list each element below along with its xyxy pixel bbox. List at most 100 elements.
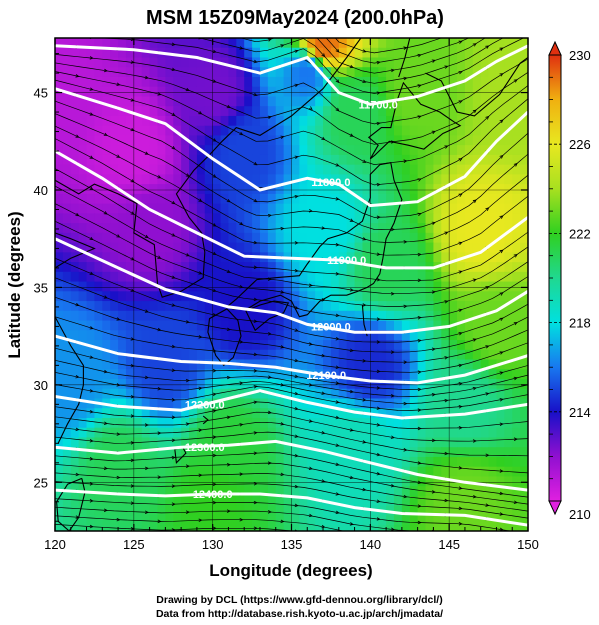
wind-arrowhead	[280, 290, 285, 294]
field-cell	[212, 203, 222, 214]
field-cell	[464, 203, 474, 214]
field-cell	[401, 525, 411, 531]
field-cell	[480, 106, 490, 117]
field-cell	[496, 330, 505, 341]
field-cell	[362, 495, 371, 507]
field-cell	[110, 76, 119, 88]
field-cell	[386, 57, 395, 68]
field-cell	[212, 193, 222, 205]
field-cell	[347, 535, 355, 545]
plot-area: 11700.011800.011900.012000.012100.012200…	[34, 37, 539, 552]
wind-arrowhead	[226, 415, 231, 420]
field-cell	[425, 242, 434, 253]
field-cell	[55, 223, 64, 234]
field-cell	[488, 193, 498, 205]
field-cell	[480, 398, 490, 409]
field-cell	[228, 408, 237, 419]
field-cell	[480, 359, 490, 370]
field-cell	[78, 135, 88, 146]
wind-arrowhead	[212, 223, 217, 227]
field-cell	[267, 115, 277, 127]
field-cell	[520, 86, 528, 98]
field-cell	[425, 301, 434, 312]
field-cell	[125, 164, 135, 175]
wind-arrowhead	[376, 406, 381, 410]
field-cell	[110, 408, 119, 419]
field-cell	[346, 125, 356, 137]
wind-arrowhead	[212, 288, 217, 292]
field-cell	[267, 330, 277, 341]
field-cell	[401, 223, 411, 234]
field-cell	[512, 76, 521, 88]
wind-arrowhead	[362, 440, 367, 444]
field-cell	[354, 125, 364, 137]
field-cell	[118, 320, 127, 331]
field-cell	[464, 38, 474, 49]
field-cell	[307, 38, 316, 49]
field-cell	[480, 174, 490, 185]
field-cell	[275, 456, 285, 468]
field-cell	[441, 242, 450, 253]
field-cell	[110, 154, 119, 166]
field-cell	[433, 330, 442, 341]
field-cell	[220, 447, 230, 458]
field-cell	[141, 456, 151, 468]
field-cell	[512, 447, 521, 458]
field-cell	[228, 486, 237, 497]
coastline-segment	[207, 308, 242, 367]
field-cell	[457, 525, 466, 531]
field-cell	[370, 466, 379, 478]
field-cell	[330, 281, 340, 292]
wind-arrowhead	[417, 387, 422, 392]
wind-arrowhead	[513, 79, 518, 83]
field-cell	[157, 125, 166, 137]
wind-arrowhead	[239, 221, 244, 226]
field-cell	[457, 310, 466, 322]
field-cell	[496, 398, 505, 409]
field-cell	[425, 330, 434, 341]
field-cell	[236, 388, 245, 400]
wind-arrowhead	[212, 500, 217, 505]
field-cell	[165, 466, 174, 478]
field-cell	[125, 408, 135, 419]
wind-arrowhead	[458, 405, 463, 409]
field-cell	[386, 340, 395, 351]
field-cell	[338, 174, 348, 185]
field-cell	[394, 535, 402, 545]
field-cell	[425, 252, 434, 263]
field-cell	[441, 57, 450, 68]
field-cell	[189, 310, 198, 322]
field-cell	[480, 515, 490, 526]
field-cell	[386, 47, 395, 59]
wind-arrowhead	[417, 461, 422, 465]
field-cell	[512, 242, 521, 253]
field-cell	[362, 320, 371, 331]
field-cell	[196, 125, 206, 137]
field-cell	[244, 456, 253, 468]
field-cell	[125, 330, 135, 341]
field-cell	[78, 252, 88, 263]
field-cell	[149, 125, 159, 137]
field-cell	[472, 86, 482, 98]
field-cell	[259, 38, 269, 49]
field-cell	[78, 184, 88, 195]
field-cell	[173, 57, 182, 68]
wind-arrowhead	[335, 197, 340, 201]
field-cell	[307, 456, 316, 468]
field-cell	[181, 76, 190, 88]
field-cell	[252, 154, 261, 166]
field-cell	[220, 145, 230, 156]
field-cell	[315, 388, 324, 400]
field-cell	[433, 359, 442, 370]
field-cell	[433, 67, 442, 78]
field-cell	[338, 232, 348, 244]
wind-arrowhead	[308, 513, 313, 518]
field-cell	[457, 262, 466, 273]
field-cell	[433, 154, 442, 166]
field-cell	[196, 135, 206, 146]
field-cell	[118, 437, 127, 448]
field-cell	[362, 310, 371, 322]
wind-arrowhead	[212, 49, 217, 54]
field-cell	[228, 515, 237, 526]
field-cell	[457, 466, 466, 478]
